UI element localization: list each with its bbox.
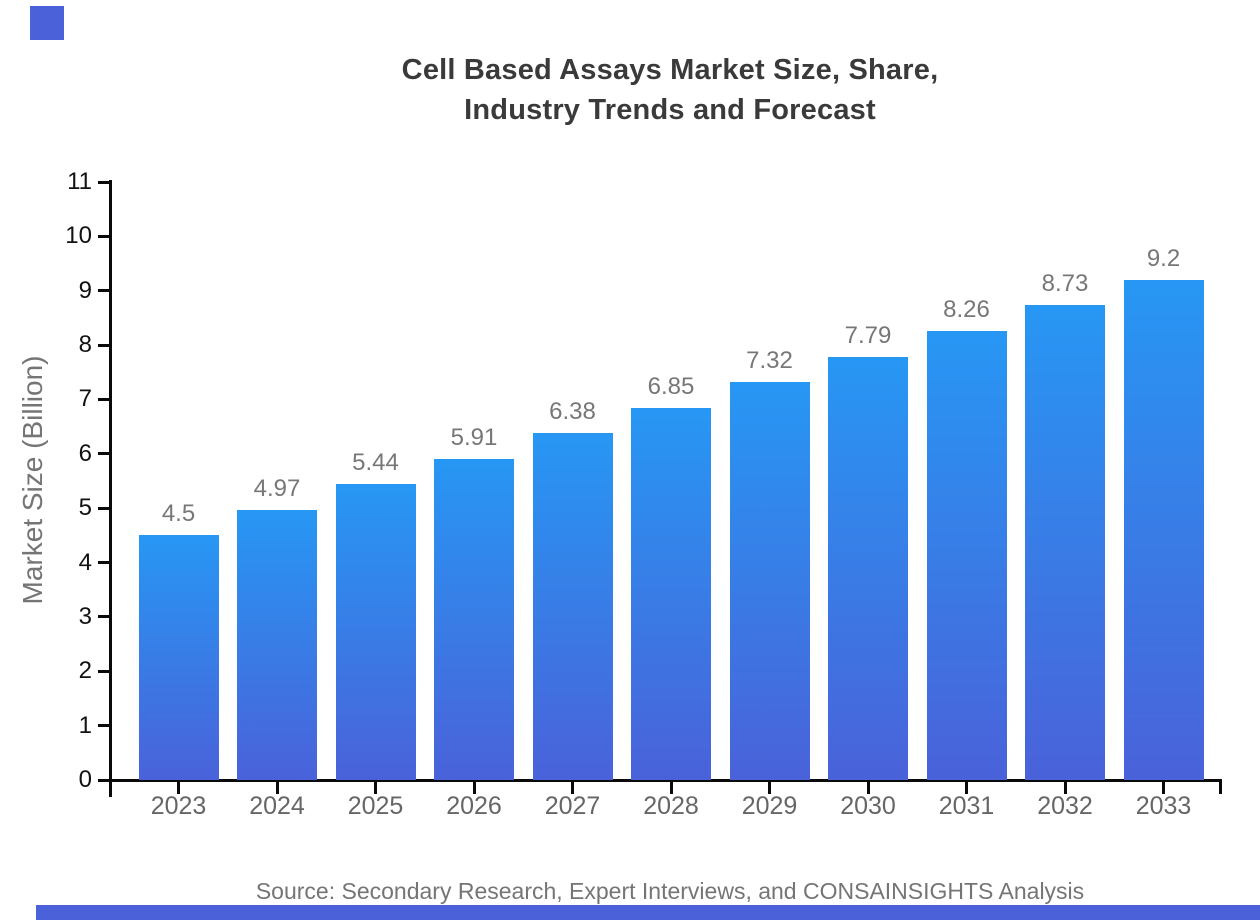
y-tick-label: 6 — [78, 439, 92, 467]
bar — [138, 535, 219, 780]
x-tick-label: 2024 — [249, 792, 305, 820]
bar-value-label: 5.91 — [450, 423, 498, 451]
x-tick-mark — [669, 780, 673, 794]
x-tick-label: 2026 — [446, 792, 502, 820]
y-tick-mark — [98, 180, 109, 184]
y-tick-label: 9 — [78, 276, 92, 304]
y-tick-label: 2 — [78, 657, 92, 685]
x-tick-mark — [571, 780, 574, 794]
x-tick-mark — [177, 780, 180, 794]
y-tick-label: 1 — [78, 711, 92, 739]
bar — [335, 484, 416, 780]
x-tick-mark — [472, 780, 476, 794]
bar — [828, 356, 908, 780]
x-tick-label: 2032 — [1037, 792, 1093, 820]
bar-value-label: 6.38 — [549, 398, 596, 426]
bar-value-label: 8.73 — [1041, 270, 1089, 298]
bar-value-label: 4.5 — [161, 500, 196, 528]
bar-value-label: 9.2 — [1146, 244, 1181, 272]
y-tick-label: 0 — [78, 766, 92, 793]
y-tick-mark — [98, 724, 109, 728]
x-tick-label: 2025 — [347, 792, 404, 820]
chart-title: Cell Based Assays Market Size, Share, In… — [110, 50, 1230, 130]
bar-value-label: 8.26 — [943, 295, 990, 323]
x-axis-end-tick — [109, 779, 112, 797]
y-tick-label: 7 — [78, 385, 92, 413]
x-tick-mark — [866, 780, 870, 794]
bar — [237, 509, 317, 780]
bar-value-label: 7.32 — [746, 347, 793, 375]
y-tick-label: 10 — [65, 222, 92, 250]
y-tick-label: 4 — [78, 548, 92, 576]
x-tick-label: 2023 — [150, 792, 207, 820]
y-tick-label: 5 — [78, 494, 92, 522]
y-tick-label: 11 — [67, 168, 92, 196]
y-tick-mark — [98, 669, 109, 673]
bar — [434, 458, 514, 780]
bar — [631, 407, 711, 780]
x-tick-mark — [1063, 780, 1067, 794]
y-tick-mark — [98, 397, 109, 401]
y-tick-mark — [98, 615, 109, 619]
y-tick-label: 8 — [78, 331, 92, 359]
bar — [1123, 279, 1204, 780]
x-tick-label: 2029 — [741, 792, 798, 820]
bar — [729, 382, 810, 780]
x-tick-label: 2033 — [1135, 792, 1192, 820]
y-axis-line — [109, 180, 112, 782]
chart-title-line1: Cell Based Assays Market Size, Share, — [401, 54, 939, 86]
x-tick-label: 2030 — [840, 792, 896, 820]
y-tick-mark — [98, 778, 109, 782]
y-tick-mark — [98, 289, 109, 293]
x-tick-label: 2028 — [643, 792, 699, 820]
chart-title-line2: Industry Trends and Forecast — [464, 94, 876, 126]
x-axis-line — [108, 779, 1222, 782]
x-tick-label: 2027 — [544, 792, 601, 820]
x-tick-mark — [374, 780, 377, 794]
x-tick-mark — [965, 780, 968, 794]
bar — [532, 433, 613, 780]
bar — [1025, 305, 1105, 780]
brand-footer-bar — [36, 905, 1260, 920]
bar-value-label: 4.97 — [253, 474, 301, 502]
x-axis-end-tick — [1219, 780, 1222, 794]
y-tick-mark — [98, 452, 109, 456]
x-tick-mark — [275, 780, 279, 794]
x-tick-label: 2031 — [938, 792, 995, 820]
y-tick-label: 3 — [78, 602, 92, 630]
y-tick-mark — [98, 234, 109, 238]
brand-logo-square — [30, 6, 64, 40]
y-tick-mark — [98, 561, 109, 565]
bar-value-label: 6.85 — [647, 372, 695, 400]
bar-value-label: 5.44 — [352, 449, 399, 477]
bar — [926, 330, 1007, 780]
bar-value-label: 7.79 — [844, 321, 892, 349]
source-note: Source: Secondary Research, Expert Inter… — [255, 878, 1085, 904]
y-tick-mark — [98, 506, 109, 510]
x-tick-mark — [1162, 780, 1165, 794]
x-tick-mark — [768, 780, 771, 794]
y-tick-mark — [98, 343, 109, 347]
